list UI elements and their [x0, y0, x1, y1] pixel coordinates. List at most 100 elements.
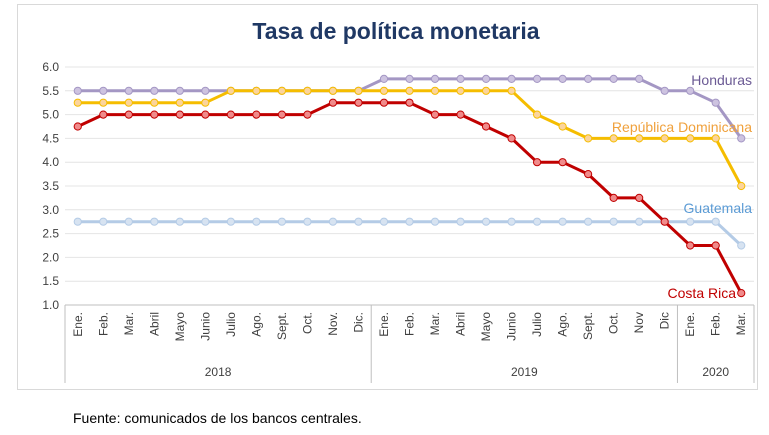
x-tick-label: Abril	[454, 312, 468, 336]
data-point	[175, 110, 184, 119]
data-point	[226, 86, 235, 95]
data-point	[405, 98, 414, 107]
data-point	[635, 193, 644, 202]
data-point	[481, 86, 491, 95]
data-point	[303, 110, 312, 119]
y-axis-ticks: 1.0 1.5 2.0 2.5 3.0 3.5 4.0 4.5 5.0 5.5 6.0	[42, 60, 59, 312]
data-point	[737, 181, 746, 191]
data-point	[609, 193, 618, 202]
data-point	[660, 217, 669, 226]
data-point	[124, 217, 133, 226]
data-point	[175, 86, 184, 95]
data-point	[737, 289, 746, 298]
data-point	[150, 86, 159, 95]
year-label: 2018	[205, 365, 232, 379]
x-tick-label: Nov.	[326, 312, 340, 336]
data-point	[303, 86, 312, 95]
data-point	[150, 110, 159, 119]
data-point	[201, 110, 210, 119]
data-point	[99, 217, 108, 226]
series-costa-rica	[73, 98, 746, 298]
data-point	[686, 86, 695, 95]
data-point	[328, 86, 338, 95]
data-point	[532, 74, 542, 84]
series-guatemala	[73, 217, 746, 250]
data-point	[328, 217, 338, 226]
y-tick-label: 1.0	[42, 298, 59, 312]
data-point	[686, 217, 695, 226]
data-point	[328, 98, 338, 107]
y-tick-label: 2.0	[42, 250, 59, 264]
data-point	[405, 217, 414, 226]
data-point	[379, 74, 389, 84]
data-point	[456, 217, 465, 226]
x-tick-label: Feb.	[96, 312, 110, 336]
x-tick-label: Julio	[224, 312, 238, 337]
x-tick-label: Junio	[505, 312, 519, 341]
data-point	[532, 217, 542, 226]
data-point	[481, 217, 491, 226]
data-point	[584, 170, 593, 179]
data-point	[430, 110, 440, 119]
data-point	[99, 110, 108, 119]
data-point	[532, 110, 542, 119]
y-tick-label: 6.0	[42, 60, 59, 74]
data-point	[609, 134, 618, 143]
data-point	[124, 98, 133, 107]
x-tick-label: Mar.	[734, 312, 748, 335]
data-point	[405, 86, 414, 95]
data-point	[456, 110, 465, 119]
data-point	[507, 86, 516, 95]
data-point	[558, 74, 567, 84]
x-tick-label: Nov	[632, 312, 646, 333]
series-labels: Guatemala Honduras República Dominicana Cos…	[612, 72, 752, 301]
data-point	[252, 217, 261, 226]
data-point	[175, 98, 184, 107]
data-point	[711, 217, 720, 226]
data-point	[532, 158, 542, 167]
data-point	[73, 122, 82, 131]
data-point	[226, 110, 235, 119]
series-label: Honduras	[691, 72, 752, 88]
data-point	[584, 134, 593, 143]
data-point	[303, 217, 312, 226]
x-tick-label: Ene.	[377, 312, 391, 337]
data-point	[354, 217, 363, 226]
x-axis: Ene. Feb. Mar. Abril Mayo Junio Julio Ago. Sept.…	[64, 304, 755, 383]
y-tick-label: 2.5	[42, 227, 59, 241]
data-point	[660, 86, 669, 95]
data-point	[507, 134, 516, 143]
data-point	[277, 86, 287, 95]
chart-title: Tasa de política monetaria	[252, 18, 539, 44]
chart-frame: Tasa de política monetaria 1.0 1.5 2.0 2.5 3…	[17, 4, 758, 390]
data-point	[609, 74, 618, 84]
data-point	[635, 74, 644, 84]
data-point	[686, 134, 695, 143]
data-point	[481, 122, 491, 131]
data-point	[201, 86, 210, 95]
data-point	[430, 74, 440, 84]
data-point	[456, 74, 465, 84]
data-point	[124, 86, 133, 95]
series-república-dominicana	[73, 86, 746, 191]
y-tick-label: 3.0	[42, 203, 59, 217]
data-point	[456, 86, 465, 95]
data-point	[277, 110, 287, 119]
year-label: 2019	[511, 365, 538, 379]
data-point	[73, 98, 82, 107]
x-tick-label: Oct.	[300, 312, 314, 334]
data-point	[124, 110, 133, 119]
data-point	[379, 217, 389, 226]
data-point	[635, 217, 644, 226]
data-point	[711, 98, 720, 107]
y-tick-label: 4.0	[42, 155, 59, 169]
x-tick-label: Sept.	[581, 312, 595, 340]
year-label: 2020	[702, 365, 729, 379]
data-point	[430, 86, 440, 95]
data-point	[354, 86, 363, 95]
data-point	[711, 134, 720, 143]
data-point	[150, 98, 159, 107]
data-point	[379, 98, 389, 107]
data-point	[430, 217, 440, 226]
data-point	[686, 241, 695, 250]
